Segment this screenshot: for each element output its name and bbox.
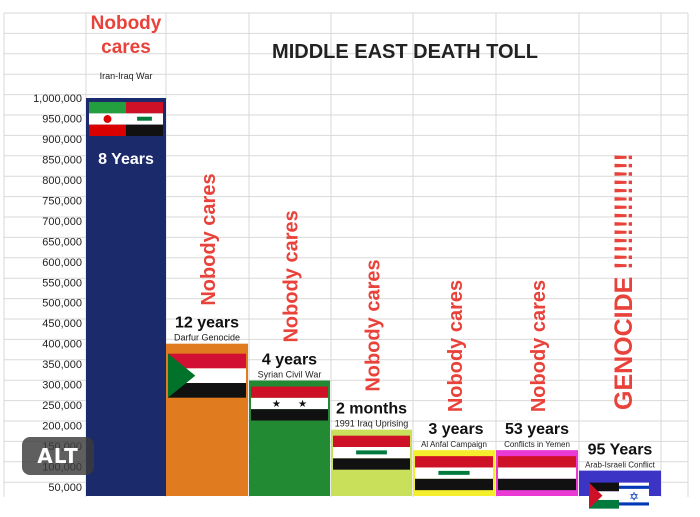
y-tick-label: 650,000 (42, 236, 82, 248)
annotation-label: Nobody cares (528, 280, 550, 412)
y-tick-label: 750,000 (42, 195, 82, 207)
y-tick-label: 550,000 (42, 277, 82, 289)
bar-group-5: Al Anfal Campaign 3 years Nobody cares (413, 280, 495, 496)
annotation-label: Nobody cares (91, 13, 162, 58)
category-label: Darfur Genocide (174, 333, 240, 343)
duration-label: 8 Years (98, 151, 154, 168)
y-tick-label: 450,000 (42, 318, 82, 330)
duration-label: 95 Years (588, 442, 653, 459)
bar-group-1: Iran-Iraq War 8 Years Nobody cares (86, 13, 166, 496)
duration-label: 2 months (336, 401, 407, 418)
annotation-label: Nobody cares (198, 173, 220, 305)
y-axis: 1,000,000 950,000 900,000 850,000 800,000 750… (33, 93, 82, 494)
chart-title: MIDDLE EAST DEATH TOLL (272, 41, 538, 63)
bar (86, 98, 166, 496)
duration-label: 3 years (428, 421, 483, 438)
y-tick-label: 700,000 (42, 216, 82, 228)
annotation-label: GENOCIDE !!!!!!!!!!!!!! (610, 153, 638, 410)
y-tick-label: 800,000 (42, 175, 82, 187)
sudan-flag-icon (168, 353, 246, 398)
palestine-israel-flag-icon: ✡ (589, 482, 649, 509)
bar-group-7: Arab-Israeli Conflict ✡ 95 Years GENOCIDE !… (579, 153, 661, 509)
y-tick-label: 350,000 (42, 359, 82, 371)
yemen-flag-icon (498, 456, 576, 491)
iraq-flag-icon (333, 435, 410, 470)
category-label: Al Anfal Campaign (421, 440, 487, 449)
y-tick-label: 900,000 (42, 134, 82, 146)
y-tick-label: 950,000 (42, 113, 82, 125)
y-tick-label: 600,000 (42, 257, 82, 269)
svg-text:★: ★ (298, 399, 307, 410)
category-label: 1991 Iraq Uprising (335, 419, 409, 429)
annotation-label: Nobody cares (363, 259, 385, 391)
bars: Iran-Iraq War 8 Years Nobody cares Darfur Ge… (86, 13, 661, 509)
bar-group-6: Conflicts in Yemen 53 years Nobody cares (496, 280, 578, 496)
category-label: Syrian Civil War (258, 370, 322, 380)
svg-text:★: ★ (272, 399, 281, 410)
y-tick-label: 50,000 (48, 482, 82, 494)
y-tick-label: 250,000 (42, 400, 82, 412)
iraq-flag-icon (415, 456, 493, 491)
annotation-label: Nobody cares (281, 210, 303, 342)
syria-flag-icon: ★ ★ (251, 386, 328, 421)
duration-label: 4 years (262, 352, 317, 369)
svg-text:✡: ✡ (629, 489, 639, 503)
y-tick-label: 400,000 (42, 339, 82, 351)
y-tick-label: 500,000 (42, 298, 82, 310)
iran-iraq-flag-icon (89, 102, 163, 136)
y-tick-label: 850,000 (42, 154, 82, 166)
duration-label: 53 years (505, 421, 569, 438)
y-tick-label: 200,000 (42, 421, 82, 433)
category-label: Iran-Iraq War (100, 71, 153, 81)
y-tick-label: 300,000 (42, 380, 82, 392)
alt-text-button[interactable]: ALT (22, 437, 94, 475)
duration-label: 12 years (175, 315, 239, 332)
y-tick-label: 1,000,000 (33, 93, 82, 105)
category-label: Arab-Israeli Conflict (585, 461, 656, 470)
category-label: Conflicts in Yemen (504, 440, 570, 449)
annotation-label: Nobody cares (445, 280, 467, 412)
